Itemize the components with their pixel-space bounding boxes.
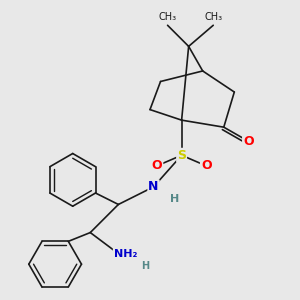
Text: O: O xyxy=(243,135,254,148)
Text: CH₃: CH₃ xyxy=(158,12,177,22)
Text: S: S xyxy=(177,149,186,162)
Text: CH₃: CH₃ xyxy=(204,12,222,22)
Text: N: N xyxy=(148,180,159,194)
Text: O: O xyxy=(152,159,162,172)
Text: NH₂: NH₂ xyxy=(114,249,137,259)
Text: H: H xyxy=(141,261,149,271)
Text: O: O xyxy=(201,159,211,172)
Text: H: H xyxy=(170,194,179,204)
